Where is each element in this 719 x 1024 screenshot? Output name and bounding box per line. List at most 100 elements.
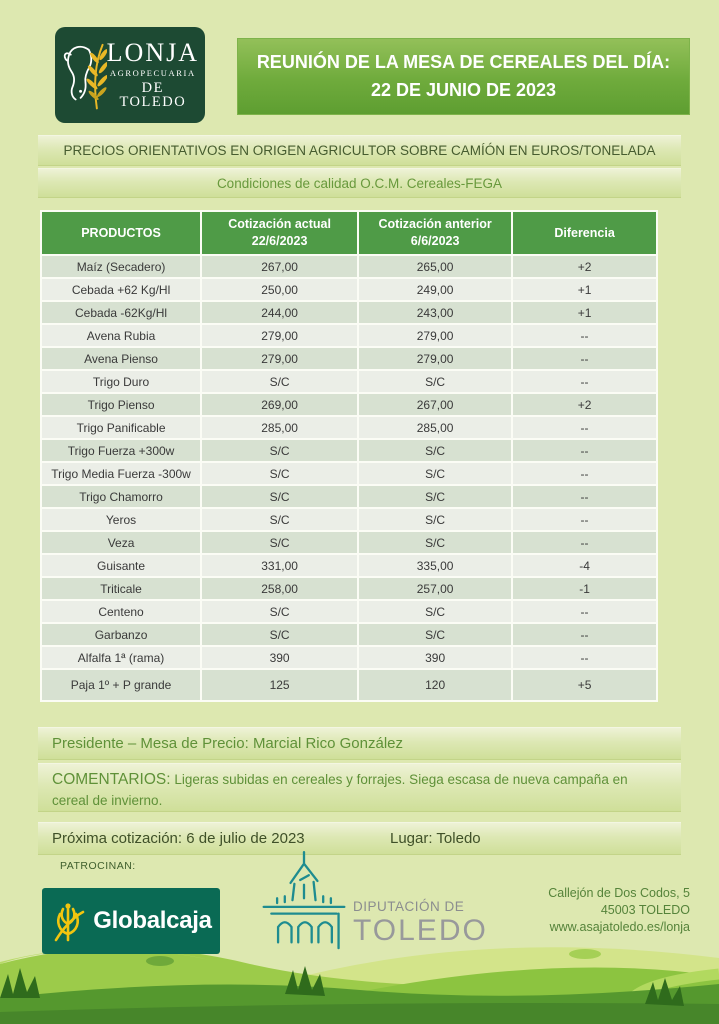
diputacion-building-icon — [262, 851, 346, 950]
table-row: Trigo Duro S/C S/C -- — [42, 371, 656, 392]
cell-actual: 279,00 — [202, 348, 358, 369]
column-header-cotizacion-actual: Cotización actual 22/6/2023 — [202, 212, 358, 254]
bull-wheat-icon — [63, 43, 107, 110]
cell-anterior: S/C — [359, 463, 512, 484]
cell-diferencia: -- — [513, 417, 656, 438]
cell-actual: S/C — [202, 532, 358, 553]
cell-actual: 258,00 — [202, 578, 358, 599]
cell-producto: Guisante — [42, 555, 201, 576]
cell-anterior: S/C — [359, 371, 512, 392]
banner-line2: 22 DE JUNIO DE 2023 — [370, 79, 557, 100]
cell-actual: 250,00 — [202, 279, 358, 300]
diputacion-line2: TOLEDO — [353, 913, 488, 947]
address-line2: 45003 TOLEDO — [600, 903, 690, 917]
cell-producto: Trigo Media Fuerza -300w — [42, 463, 201, 484]
column-header-label: Cotización actual — [228, 217, 331, 232]
cell-anterior: S/C — [359, 509, 512, 530]
cell-diferencia: -- — [513, 532, 656, 553]
proxima-cotizacion-bar: Próxima cotización: 6 de julio de 2023 L… — [38, 822, 681, 855]
cell-producto: Garbanzo — [42, 624, 201, 645]
cell-diferencia: -4 — [513, 555, 656, 576]
table-row: Trigo Chamorro S/C S/C -- — [42, 486, 656, 507]
table-row: Maíz (Secadero) 267,00 265,00 +2 — [42, 256, 656, 277]
cell-producto: Alfalfa 1ª (rama) — [42, 647, 201, 668]
cell-anterior: S/C — [359, 624, 512, 645]
cell-diferencia: -- — [513, 440, 656, 461]
cell-anterior: S/C — [359, 486, 512, 507]
logo-subtitle-1: AGROPECUARIA — [109, 68, 196, 79]
cell-anterior: 279,00 — [359, 325, 512, 346]
column-header-cotizacion-anterior: Cotización anterior 6/6/2023 — [359, 212, 512, 254]
cell-producto: Triticale — [42, 578, 201, 599]
column-header-sub: 6/6/2023 — [410, 234, 460, 248]
cell-anterior: 285,00 — [359, 417, 512, 438]
cell-anterior: 243,00 — [359, 302, 512, 323]
cell-actual: S/C — [202, 440, 358, 461]
cell-diferencia: -- — [513, 647, 656, 668]
column-header-diferencia: Diferencia — [513, 212, 656, 254]
patrocinan-label: PATROCINAN: — [60, 860, 136, 872]
cell-actual: 279,00 — [202, 325, 358, 346]
cell-diferencia: -- — [513, 371, 656, 392]
cell-producto: Yeros — [42, 509, 201, 530]
comentarios-text: Ligeras subidas en cereales y forrajes. … — [52, 772, 628, 809]
presidente-text: Presidente – Mesa de Precio: Marcial Ric… — [52, 735, 403, 752]
cell-diferencia: -- — [513, 486, 656, 507]
cell-diferencia: -- — [513, 509, 656, 530]
cell-producto: Centeno — [42, 601, 201, 622]
cell-producto: Trigo Pienso — [42, 394, 201, 415]
cell-actual: S/C — [202, 624, 358, 645]
logo-subtitle-2: DE TOLEDO — [119, 79, 187, 111]
cell-diferencia: -- — [513, 348, 656, 369]
meeting-title-banner: REUNIÓN DE LA MESA DE CEREALES DEL DÍA: … — [237, 38, 690, 115]
cell-actual: 267,00 — [202, 256, 358, 277]
cell-actual: 125 — [202, 670, 358, 700]
cell-producto: Cebada +62 Kg/Hl — [42, 279, 201, 300]
cell-producto: Paja 1º + P grande — [42, 670, 201, 700]
lonja-logo-text: LONJA AGROPECUARIA DE TOLEDO — [107, 40, 199, 110]
cell-actual: S/C — [202, 509, 358, 530]
cell-anterior: 267,00 — [359, 394, 512, 415]
price-table-container: PRODUCTOS Cotización actual 22/6/2023 Co… — [40, 210, 658, 702]
cell-anterior: S/C — [359, 532, 512, 553]
table-row: Cebada -62Kg/Hl 244,00 243,00 +1 — [42, 302, 656, 323]
diputacion-toledo-logo: DIPUTACIÓN DE TOLEDO — [256, 850, 486, 960]
cell-anterior: 120 — [359, 670, 512, 700]
globalcaja-logo: Globalcaja — [42, 888, 220, 954]
cell-diferencia: -- — [513, 624, 656, 645]
lonja-logo: LONJA AGROPECUARIA DE TOLEDO — [55, 27, 205, 123]
table-row: Triticale 258,00 257,00 -1 — [42, 578, 656, 599]
website-link[interactable]: www.asajatoledo.es/lonja — [549, 920, 690, 934]
cell-diferencia: +2 — [513, 394, 656, 415]
precios-orientativos-text: PRECIOS ORIENTATIVOS EN ORIGEN AGRICULTO… — [63, 143, 656, 158]
cell-producto: Avena Rubia — [42, 325, 201, 346]
cell-actual: S/C — [202, 486, 358, 507]
logo-title: LONJA — [106, 38, 199, 68]
cell-producto: Trigo Duro — [42, 371, 201, 392]
presidente-bar: Presidente – Mesa de Precio: Marcial Ric… — [38, 727, 681, 760]
table-row: Cebada +62 Kg/Hl 250,00 249,00 +1 — [42, 279, 656, 300]
table-row: Centeno S/C S/C -- — [42, 601, 656, 622]
diputacion-line1: DIPUTACIÓN DE — [353, 899, 465, 914]
price-table: PRODUCTOS Cotización actual 22/6/2023 Co… — [40, 210, 658, 702]
banner-line1: REUNIÓN DE LA MESA DE CEREALES DEL DÍA: — [256, 51, 671, 72]
cell-diferencia: -- — [513, 325, 656, 346]
cell-anterior: 390 — [359, 647, 512, 668]
table-row: Trigo Pienso 269,00 267,00 +2 — [42, 394, 656, 415]
table-row: Yeros S/C S/C -- — [42, 509, 656, 530]
table-row: Avena Rubia 279,00 279,00 -- — [42, 325, 656, 346]
lugar-text: Lugar: Toledo — [390, 830, 481, 847]
cell-anterior: 265,00 — [359, 256, 512, 277]
cell-diferencia: +1 — [513, 279, 656, 300]
cell-anterior: S/C — [359, 601, 512, 622]
table-header-row: PRODUCTOS Cotización actual 22/6/2023 Co… — [42, 212, 656, 254]
globalcaja-wordmark: Globalcaja — [93, 907, 212, 934]
cell-diferencia: +2 — [513, 256, 656, 277]
cell-producto: Cebada -62Kg/Hl — [42, 302, 201, 323]
globalcaja-wheat-icon — [54, 903, 85, 942]
cell-anterior: S/C — [359, 440, 512, 461]
cell-diferencia: -1 — [513, 578, 656, 599]
cell-anterior: 279,00 — [359, 348, 512, 369]
cell-producto: Maíz (Secadero) — [42, 256, 201, 277]
table-row: Trigo Fuerza +300w S/C S/C -- — [42, 440, 656, 461]
